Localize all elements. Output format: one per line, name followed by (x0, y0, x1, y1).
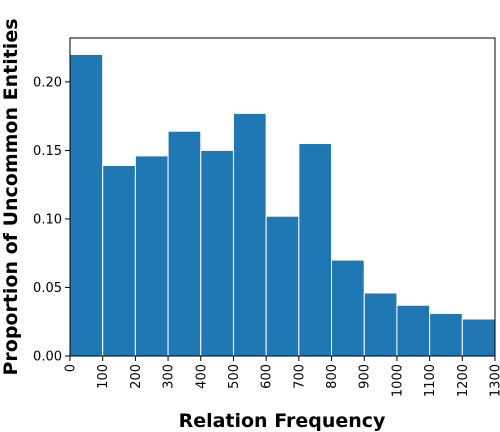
y-axis-title: Proportion of Uncommon Entities (0, 18, 22, 375)
x-tick-label: 800 (325, 364, 340, 389)
x-tick-label: 400 (194, 364, 209, 389)
bars-group (69, 53, 496, 357)
histogram-bar-8 (331, 259, 365, 357)
histogram-bar-2 (134, 155, 169, 357)
x-tick-label: 900 (358, 364, 373, 389)
plot-frame (69, 37, 496, 357)
y-tick-label: 0.20 (33, 75, 62, 90)
x-tick-label: 100 (96, 364, 111, 389)
histogram-bar-3 (167, 130, 202, 357)
x-tick-label: 1000 (390, 364, 405, 397)
x-tick-label: 600 (260, 364, 275, 389)
x-tick-label: 1100 (423, 364, 438, 397)
y-tick-label: 0.00 (33, 350, 62, 365)
histogram-bar-11 (429, 313, 463, 357)
y-tick-label: 0.05 (33, 281, 62, 296)
x-tick-label: 0 (64, 364, 79, 372)
histogram-bar-10 (396, 304, 431, 357)
x-axis-title: Relation Frequency (179, 410, 386, 432)
y-ticks-group: 0.00 0.05 0.10 0.15 0.20 (33, 75, 70, 365)
y-tick-label: 0.15 (33, 144, 62, 159)
axes-group (69, 37, 496, 357)
histogram-bar-0 (69, 53, 104, 357)
x-tick-label: 1300 (489, 364, 500, 397)
histogram-bar-4 (200, 149, 234, 357)
x-tick-label: 700 (292, 364, 307, 389)
histogram-bar-7 (298, 143, 333, 357)
x-ticks-group: 0 100 200 300 400 500 600 700 800 900 1000 1100 1200… (64, 356, 500, 397)
histogram-bar-12 (461, 318, 496, 357)
histogram-bar-1 (102, 164, 136, 357)
x-tick-label: 300 (162, 364, 177, 389)
histogram-bar-5 (232, 112, 267, 357)
x-tick-label: 200 (129, 364, 144, 389)
histogram-bar-6 (265, 215, 300, 357)
x-tick-label: 500 (227, 364, 242, 389)
y-tick-label: 0.10 (33, 212, 62, 227)
x-tick-label: 1200 (456, 364, 471, 397)
histogram-bar-9 (363, 292, 398, 357)
